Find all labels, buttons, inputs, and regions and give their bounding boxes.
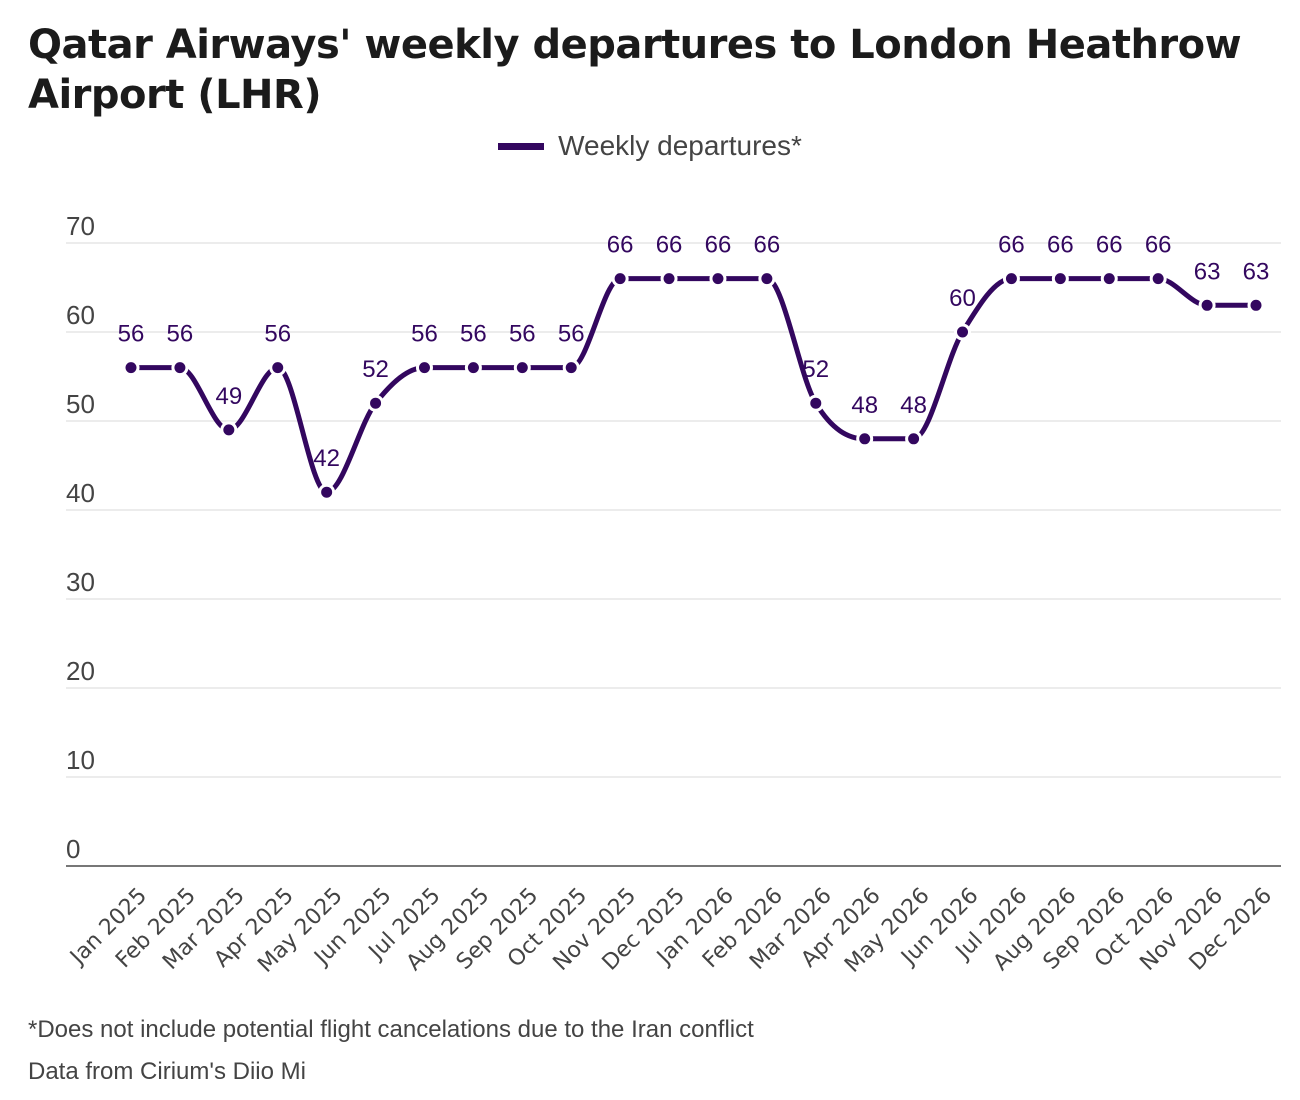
y-tick-label: 70 — [66, 211, 95, 241]
legend-swatch — [498, 142, 545, 150]
y-tick-label: 50 — [66, 389, 95, 419]
data-label: 66 — [705, 232, 732, 259]
data-point — [856, 430, 874, 448]
data-label: 49 — [215, 383, 242, 410]
data-label: 56 — [411, 321, 438, 348]
data-label: 56 — [264, 321, 291, 348]
data-point — [513, 359, 531, 377]
data-label: 52 — [802, 356, 829, 383]
data-point — [1100, 270, 1118, 288]
data-point — [464, 359, 482, 377]
y-axis-ticks: 0 10 20 30 40 50 60 70 — [66, 211, 95, 864]
data-point — [367, 394, 385, 412]
data-point — [1247, 296, 1265, 314]
y-tick-label: 0 — [66, 834, 80, 864]
data-label: 56 — [509, 321, 536, 348]
data-point — [415, 359, 433, 377]
data-point — [660, 270, 678, 288]
data-label: 63 — [1243, 258, 1270, 285]
data-label: 42 — [313, 445, 340, 472]
series-line — [131, 276, 1256, 495]
legend: Weekly departures* — [0, 130, 1300, 162]
data-point — [122, 359, 140, 377]
chart-title: Qatar Airways' weekly departures to Lond… — [28, 22, 1242, 118]
data-point — [1149, 270, 1167, 288]
footnote: *Does not include potential flight cance… — [28, 1016, 754, 1043]
data-point — [954, 323, 972, 341]
y-tick-label: 40 — [66, 478, 95, 508]
y-tick-label: 10 — [66, 745, 95, 775]
legend-label: Weekly departures* — [558, 130, 802, 161]
data-label: 66 — [1096, 232, 1123, 259]
data-label: 66 — [656, 232, 683, 259]
data-label: 56 — [460, 321, 487, 348]
data-label: 63 — [1194, 258, 1221, 285]
y-tick-label: 60 — [66, 300, 95, 330]
data-label: 66 — [1047, 232, 1074, 259]
data-point — [758, 270, 776, 288]
data-label: 52 — [362, 356, 389, 383]
data-point — [269, 359, 287, 377]
data-point — [1198, 296, 1216, 314]
data-point — [807, 394, 825, 412]
grid-lines — [66, 242, 1281, 867]
data-label: 66 — [607, 232, 634, 259]
data-label: 48 — [900, 392, 927, 419]
y-tick-label: 20 — [66, 656, 95, 686]
y-tick-label: 30 — [66, 567, 95, 597]
data-point — [1002, 270, 1020, 288]
series-line-path — [131, 276, 1256, 495]
data-point — [611, 270, 629, 288]
data-point — [220, 421, 238, 439]
data-label: 48 — [851, 392, 878, 419]
data-label: 66 — [998, 232, 1025, 259]
data-point — [1051, 270, 1069, 288]
data-label: 66 — [754, 232, 781, 259]
data-label: 56 — [558, 321, 585, 348]
data-point — [905, 430, 923, 448]
data-point — [709, 270, 727, 288]
source-note: Data from Cirium's Diio Mi — [28, 1058, 306, 1085]
data-labels: 56 56 49 56 42 52 56 56 56 56 66 66 66 66 52 48 48 60 66 66… — [118, 232, 1270, 473]
data-point — [318, 483, 336, 501]
data-point — [171, 359, 189, 377]
data-label: 60 — [949, 285, 976, 312]
data-label: 56 — [167, 321, 194, 348]
data-label: 66 — [1145, 232, 1172, 259]
data-point — [562, 359, 580, 377]
series-points — [122, 270, 1265, 501]
data-label: 56 — [118, 321, 145, 348]
